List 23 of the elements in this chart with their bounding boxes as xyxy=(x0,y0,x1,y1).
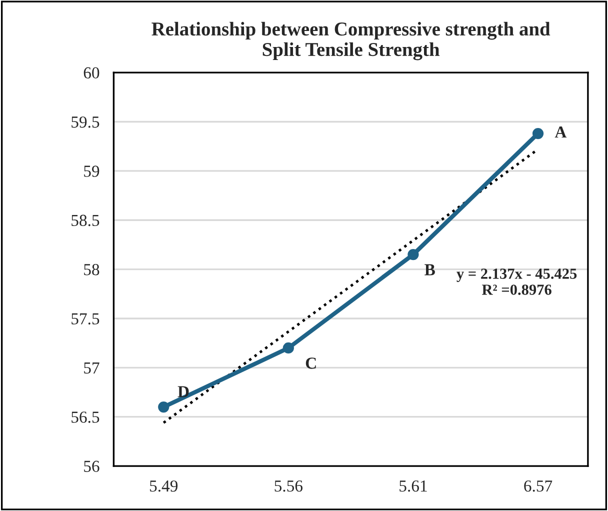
y-tick-label: 57.5 xyxy=(72,313,100,324)
annotation: D xyxy=(178,386,189,398)
y-tick-label: 56.5 xyxy=(72,412,100,423)
x-tick-label: 5.56 xyxy=(274,480,302,492)
x-tick-label: 5.61 xyxy=(400,480,427,492)
annotation: y = 2.137x - 45.425 R² =0.8976 xyxy=(456,268,577,295)
chart-title: Relationship between Compressive strength and Split Tensile Strength xyxy=(152,22,550,60)
y-tick-label: 58 xyxy=(84,264,100,276)
y-tick-label: 57 xyxy=(84,362,100,374)
y-tick-label: 56 xyxy=(84,460,100,472)
annotation: B xyxy=(424,264,435,276)
y-tick-label: 59 xyxy=(84,166,100,177)
point xyxy=(532,128,544,140)
y-tick-label: 59.5 xyxy=(72,116,100,128)
annotation: A xyxy=(554,126,567,138)
y-tick-label: 58.5 xyxy=(72,214,100,226)
annotation: C xyxy=(306,358,316,369)
point xyxy=(158,401,170,413)
x-tick-label: 5.49 xyxy=(150,480,178,492)
x-tick-label: 6.57 xyxy=(524,480,552,492)
point xyxy=(408,248,419,260)
y-tick-label: 60 xyxy=(84,67,100,79)
point xyxy=(282,342,294,354)
